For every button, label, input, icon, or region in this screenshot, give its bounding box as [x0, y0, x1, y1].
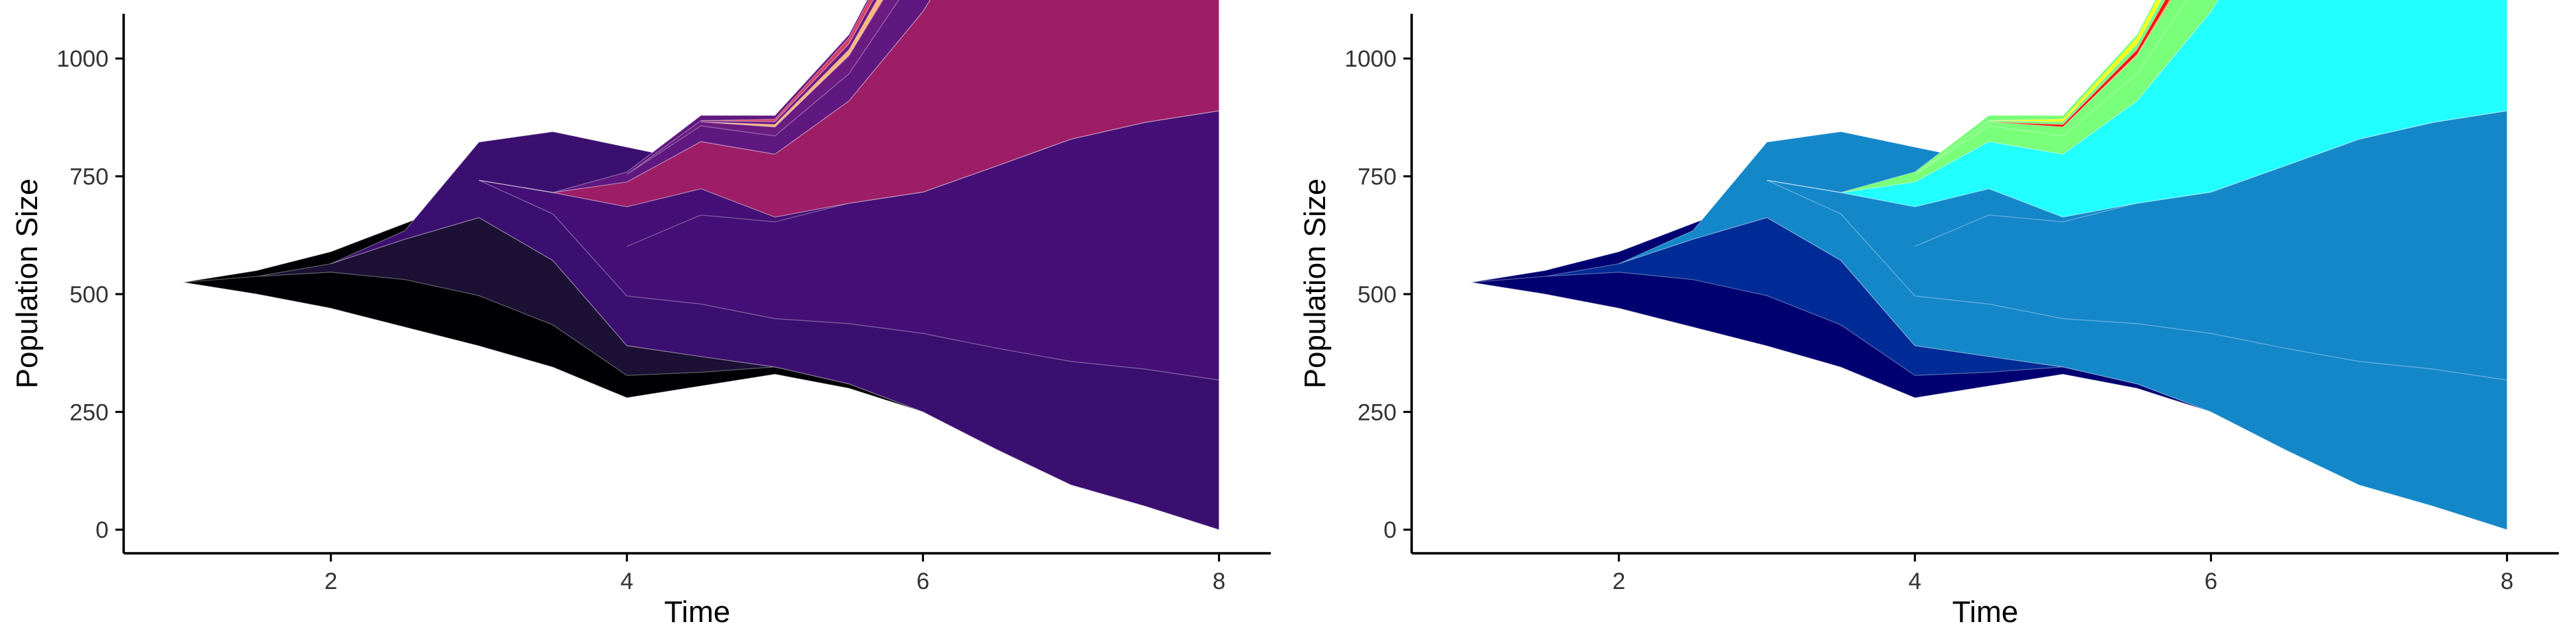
plot-area	[1471, 0, 2508, 531]
y-tick-label: 1000	[56, 46, 109, 72]
y-tick-label: 250	[1357, 399, 1397, 425]
clone-band-c4	[1766, 110, 2508, 381]
clone-band-c4	[478, 110, 1220, 381]
chart-panel-left: 2 4 6 8 0 250 500 750 1000 Time Population Size	[10, 0, 1271, 629]
x-tick-label: 2	[1612, 568, 1625, 595]
x-tick-label: 6	[2204, 568, 2217, 595]
fish-plot-right: 2 4 6 8 0 250 500 750 1000 Time Population Size	[1298, 0, 2559, 629]
x-axis-title: Time	[664, 595, 730, 629]
y-tick-label: 0	[95, 518, 109, 544]
y-axis-title: Population Size	[10, 179, 44, 389]
y-tick-label: 500	[69, 282, 109, 308]
y-tick-label: 1000	[1344, 46, 1397, 72]
chart-panel-right: 2 4 6 8 0 250 500 750 1000 Time Population Size	[1288, 0, 2576, 644]
y-axis-title: Population Size	[1298, 179, 1332, 389]
x-axis-title: Time	[1952, 595, 2018, 629]
x-tick-label: 8	[1212, 568, 1225, 595]
y-tick-label: 500	[1357, 282, 1397, 308]
y-tick-label: 0	[1383, 518, 1397, 544]
x-tick-label: 6	[916, 568, 929, 595]
x-tick-label: 8	[2500, 568, 2513, 595]
x-tick-label: 4	[1908, 568, 1921, 595]
x-tick-label: 2	[324, 568, 337, 595]
y-tick-label: 750	[1357, 164, 1397, 190]
fish-plot-left: 2 4 6 8 0 250 500 750 1000 Time Population Size	[10, 0, 1271, 629]
plot-area	[183, 0, 1220, 531]
x-tick-label: 4	[620, 568, 633, 595]
y-tick-label: 250	[69, 399, 109, 425]
y-tick-label: 750	[69, 164, 109, 190]
